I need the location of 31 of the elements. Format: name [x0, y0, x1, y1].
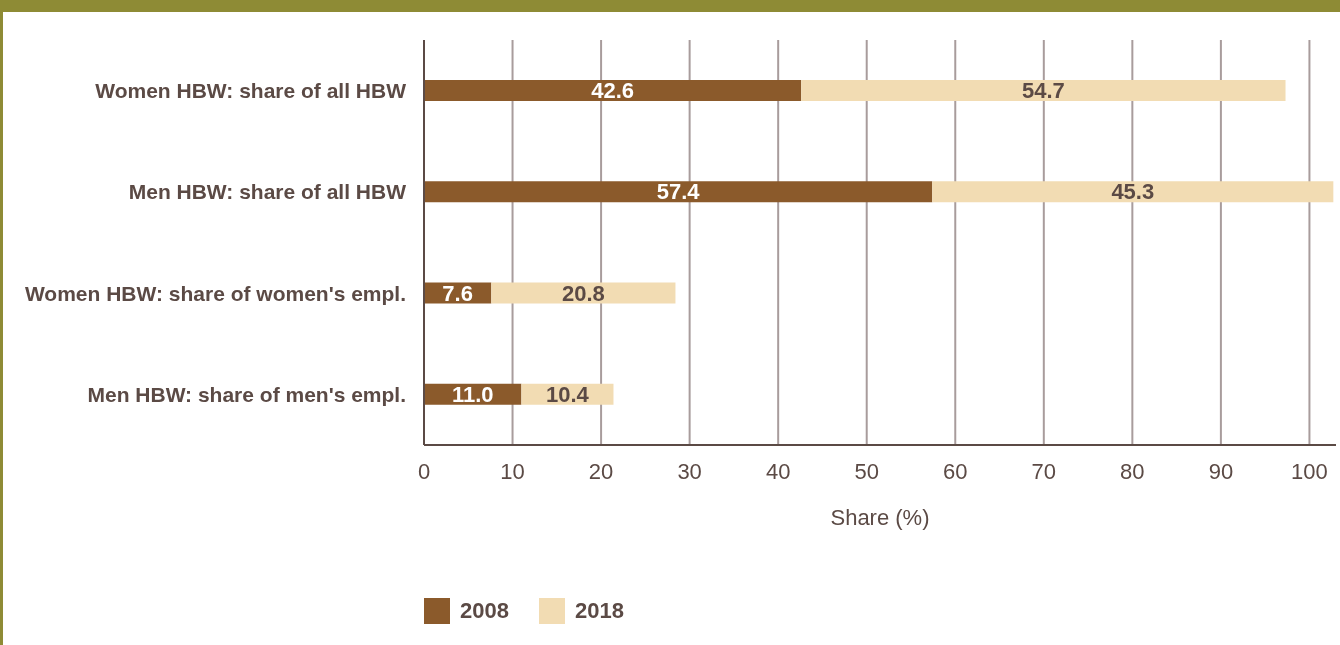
- x-axis-title: Share (%): [830, 505, 930, 530]
- x-tick-label: 70: [1031, 458, 1057, 484]
- bar: [801, 80, 1286, 101]
- x-tick-label: 50: [854, 458, 879, 484]
- x-tick-label: 0: [417, 458, 431, 484]
- x-tick-label: 10: [500, 458, 525, 484]
- bar: [424, 181, 933, 203]
- legend-label: 2018: [574, 598, 624, 624]
- x-tick-label: 80: [1120, 458, 1145, 484]
- y-tick-label: Men HBW: share of men's empl.: [87, 382, 406, 406]
- y-tick-label: Women HBW: share of women's empl.: [24, 281, 406, 305]
- bar: [424, 80, 802, 101]
- data-label: 20.8: [561, 280, 605, 306]
- data-label: 10.4: [546, 381, 590, 407]
- data-label: 7.6: [442, 280, 473, 306]
- y-tick-label: Women HBW: share of all HBW: [95, 79, 407, 103]
- data-label: 42.6: [591, 78, 635, 103]
- data-label: 54.7: [1021, 78, 1065, 103]
- x-tick-label: 30: [677, 458, 702, 484]
- data-label: 11.0: [451, 381, 494, 407]
- x-tick-label: 90: [1208, 458, 1234, 484]
- bar: [491, 282, 676, 304]
- x-tick-label: 100: [1291, 458, 1328, 484]
- data-label: 57.4: [656, 179, 701, 205]
- x-tick-label: 20: [588, 458, 614, 484]
- x-tick-label: 60: [943, 458, 968, 484]
- bar: [932, 181, 1334, 203]
- x-tick-label: 40: [765, 458, 791, 484]
- y-tick-label: Men HBW: share of all HBW: [128, 180, 407, 204]
- legend-label: 2008: [460, 598, 509, 624]
- data-label: 45.3: [1111, 179, 1155, 205]
